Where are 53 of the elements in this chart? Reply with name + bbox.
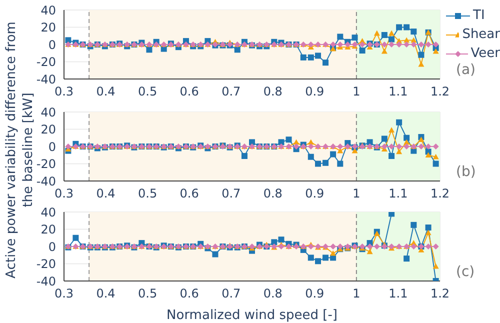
x-tick-label: 1 (352, 286, 360, 301)
y-tick-label: -20 (36, 257, 56, 272)
x-tick-label: 0.6 (180, 84, 199, 99)
y-tick-label: -40 (36, 174, 56, 188)
y-tick-label: 40 (40, 3, 56, 18)
x-tick-label: 0.5 (138, 186, 158, 201)
y-tick-label: 0 (48, 240, 56, 254)
x-tick-label: 0.8 (263, 84, 282, 99)
text: (a) (456, 62, 476, 78)
x-tick-label: 0.3 (54, 84, 74, 99)
y-tick-label: 40 (40, 105, 56, 120)
y-tick-label: -40 (36, 72, 56, 86)
y-tick-label: 20 (40, 222, 56, 237)
y-tick-label: 20 (40, 20, 56, 35)
text: (b) (456, 164, 476, 180)
x-tick-label: 1.2 (430, 286, 450, 301)
y-tick-label: -40 (36, 274, 56, 288)
x-tick-label: 0.4 (96, 286, 116, 301)
x-tick-label: 1.2 (430, 186, 450, 201)
y-tick-label: 20 (40, 122, 56, 137)
x-tick-label: 0.4 (96, 84, 116, 99)
x-tick-label: 1 (352, 186, 360, 201)
y-axis-title: Active power variability difference from the baseline [kW] (4, 22, 36, 278)
x-tick-label: 1.2 (430, 84, 450, 99)
x-tick-label: 0.8 (263, 186, 282, 201)
x-tick-label: 0.6 (180, 186, 199, 201)
y-tick-label: 0 (48, 38, 56, 52)
legend-label: Veer (470, 46, 500, 61)
x-tick-label: 0.4 (96, 186, 116, 201)
x-tick-label: 0.5 (138, 286, 158, 301)
x-tick-label: 0.7 (222, 84, 241, 99)
x-tick-label: 0.9 (305, 84, 324, 99)
text: (c) (456, 264, 475, 280)
x-tick-label: 0.3 (54, 186, 74, 201)
x-axis-title: Normalized wind speed [-] (166, 308, 338, 323)
x-tick-label: 0.9 (305, 286, 324, 301)
x-tick-label: 0.5 (138, 84, 158, 99)
x-tick-label: 0.9 (305, 186, 324, 201)
x-tick-label: 0.3 (54, 286, 74, 301)
x-tick-label: 1.1 (388, 186, 408, 201)
x-tick-label: 1.1 (388, 84, 408, 99)
legend-label: TI (473, 8, 485, 23)
y-tick-label: -20 (36, 157, 56, 172)
x-tick-label: 0.7 (222, 186, 241, 201)
x-tick-label: 0.6 (180, 286, 199, 301)
x-tick-label: 1 (352, 84, 360, 99)
y-tick-label: 0 (48, 140, 56, 154)
legend-label: Shear (462, 27, 500, 42)
x-tick-label: 0.7 (222, 286, 241, 301)
x-tick-label: 1.1 (388, 286, 408, 301)
x-tick-label: 0.8 (263, 286, 282, 301)
y-tick-label: -20 (36, 55, 56, 70)
y-tick-label: 40 (40, 205, 56, 220)
